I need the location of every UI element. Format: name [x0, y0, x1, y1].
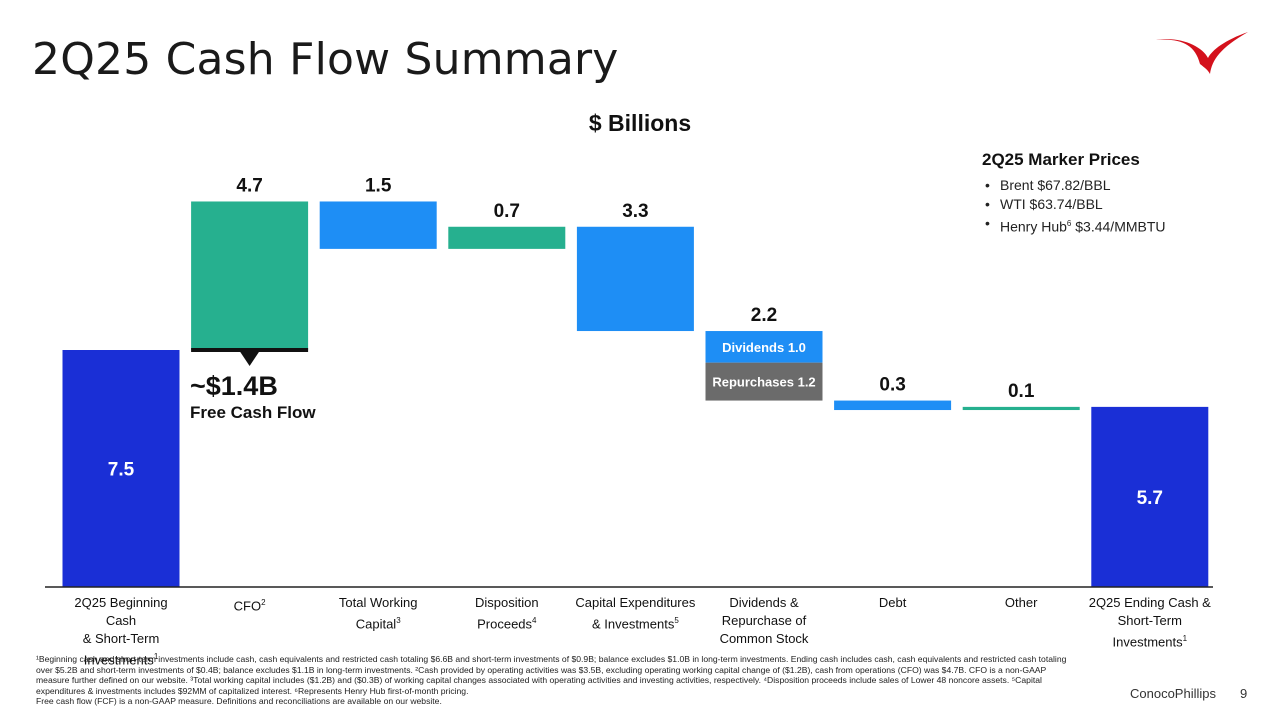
x-axis-label-line: Investments	[83, 652, 154, 668]
fcf-label: Free Cash Flow	[190, 403, 316, 422]
x-axis-label-line: Short-Term	[1117, 613, 1182, 628]
page-number: 9	[1240, 686, 1248, 701]
bar-value-label: 5.7	[1137, 488, 1163, 509]
page-title: 2Q25 Cash Flow Summary	[32, 34, 619, 85]
waterfall-segment	[705, 362, 823, 401]
waterfall-segment	[705, 331, 823, 363]
x-axis-label: CFO2	[187, 594, 313, 615]
bar-value-label: 0.3	[879, 375, 905, 396]
x-axis-label-line: 2Q25 Ending Cash &	[1088, 595, 1211, 610]
bar-value-label: 4.7	[236, 175, 262, 196]
x-axis-label-line: Capital	[355, 616, 397, 632]
x-axis-label-line: & Investments	[591, 616, 675, 632]
waterfall-bar	[191, 201, 309, 350]
x-axis-label-line: Proceeds	[477, 616, 533, 632]
bar-value-label: 2.2	[751, 305, 777, 326]
segment-label: Dividends 1.0	[722, 340, 806, 355]
unit-label: $ Billions	[588, 110, 692, 136]
bullet-icon: •	[985, 177, 990, 193]
bullet-icon: •	[985, 215, 990, 231]
footnote-ref: 6	[1066, 219, 1072, 228]
marker-price-text: Henry Hub	[1000, 218, 1067, 235]
fcf-pointer-icon	[239, 351, 260, 366]
waterfall-bar	[1091, 406, 1209, 587]
footnote-ref: 1	[1182, 634, 1188, 643]
x-axis-label-line: Total Working	[338, 595, 418, 610]
x-axis-label: Dividends & Repurchase of Common Stock	[701, 594, 827, 648]
marker-price-value: $3.44/MMBTU	[1071, 218, 1166, 235]
bar-value-label: 1.5	[365, 175, 392, 196]
x-axis-label: Disposition Proceeds4	[444, 594, 570, 633]
waterfall-bar	[576, 226, 694, 332]
x-axis-label: Total Working Capital3	[315, 594, 441, 633]
marker-price-text: Brent $67.82/BBL	[1000, 177, 1111, 193]
x-axis-label-line: Dividends &	[729, 595, 799, 610]
x-axis-label-line: Debt	[878, 595, 907, 610]
x-axis-label-line: CFO	[233, 598, 262, 614]
x-axis-label-line: Other	[1004, 595, 1038, 610]
x-axis-label: Debt	[830, 594, 956, 612]
marker-price-item: • WTI $63.74/BBL	[982, 195, 1262, 214]
footnote-ref: 1	[153, 652, 159, 661]
footnote-fcf: Free cash flow (FCF) is a non-GAAP measu…	[36, 696, 442, 706]
x-axis-label: Other	[958, 594, 1084, 612]
footnote-ref: 4	[532, 616, 537, 625]
bullet-icon: •	[985, 196, 990, 212]
x-axis-label-line: & Short-Term	[82, 631, 160, 646]
footnote-ref: 3	[396, 616, 401, 625]
bar-value-label: 0.1	[1008, 381, 1035, 402]
footnotes: ¹Beginning cash and short-term investmen…	[36, 654, 1076, 707]
segment-label: Repurchases 1.2	[712, 375, 815, 390]
waterfall-bar	[962, 406, 1080, 411]
waterfall-bar	[62, 350, 180, 587]
waterfall-bar	[448, 226, 566, 249]
footnote-text: ¹Beginning cash and short-term investmen…	[36, 654, 1067, 696]
marker-price-item: • Brent $67.82/BBL	[982, 176, 1262, 195]
footnote-ref: 2	[261, 598, 266, 607]
footer-company: ConocoPhillips	[1130, 686, 1216, 701]
conocophillips-logo-icon	[1156, 32, 1248, 74]
fcf-value: ~$1.4B	[190, 371, 278, 401]
marker-prices-title: 2Q25 Marker Prices	[982, 150, 1140, 169]
x-axis-label-line: Common Stock	[719, 631, 809, 646]
marker-price-item: • Henry Hub6 $3.44/MMBTU	[982, 214, 1262, 237]
x-axis-label: 2Q25 Beginning Cash & Short-Term Investmen…	[58, 594, 184, 669]
bar-value-label: 0.7	[494, 201, 520, 222]
marker-prices: 2Q25 Marker Prices • Brent $67.82/BBL • WTI…	[982, 150, 1262, 237]
bar-value-label: 7.5	[108, 460, 135, 481]
x-axis-label-line: 2Q25 Beginning Cash	[74, 595, 168, 628]
footnote-ref: 5	[674, 616, 679, 625]
x-axis-label: 2Q25 Ending Cash & Short-Term Investments1	[1087, 594, 1213, 651]
x-axis-label-line: Investments	[1112, 634, 1183, 650]
marker-prices-list: • Brent $67.82/BBL • WTI $63.74/BBL • Henry H…	[982, 176, 1262, 237]
marker-price-text: WTI $63.74/BBL	[1000, 196, 1103, 212]
x-axis-label-line: Disposition	[475, 595, 539, 610]
waterfall-bar	[834, 400, 952, 411]
waterfall-bar	[319, 201, 437, 249]
x-axis-label: Capital Expenditures & Investments5	[572, 594, 698, 633]
bar-value-label: 3.3	[622, 201, 648, 222]
x-axis-label-line: Repurchase of	[721, 613, 807, 628]
fcf-callout: ~$1.4B Free Cash Flow	[190, 370, 316, 424]
x-axis-label-line: Capital Expenditures	[575, 595, 696, 610]
